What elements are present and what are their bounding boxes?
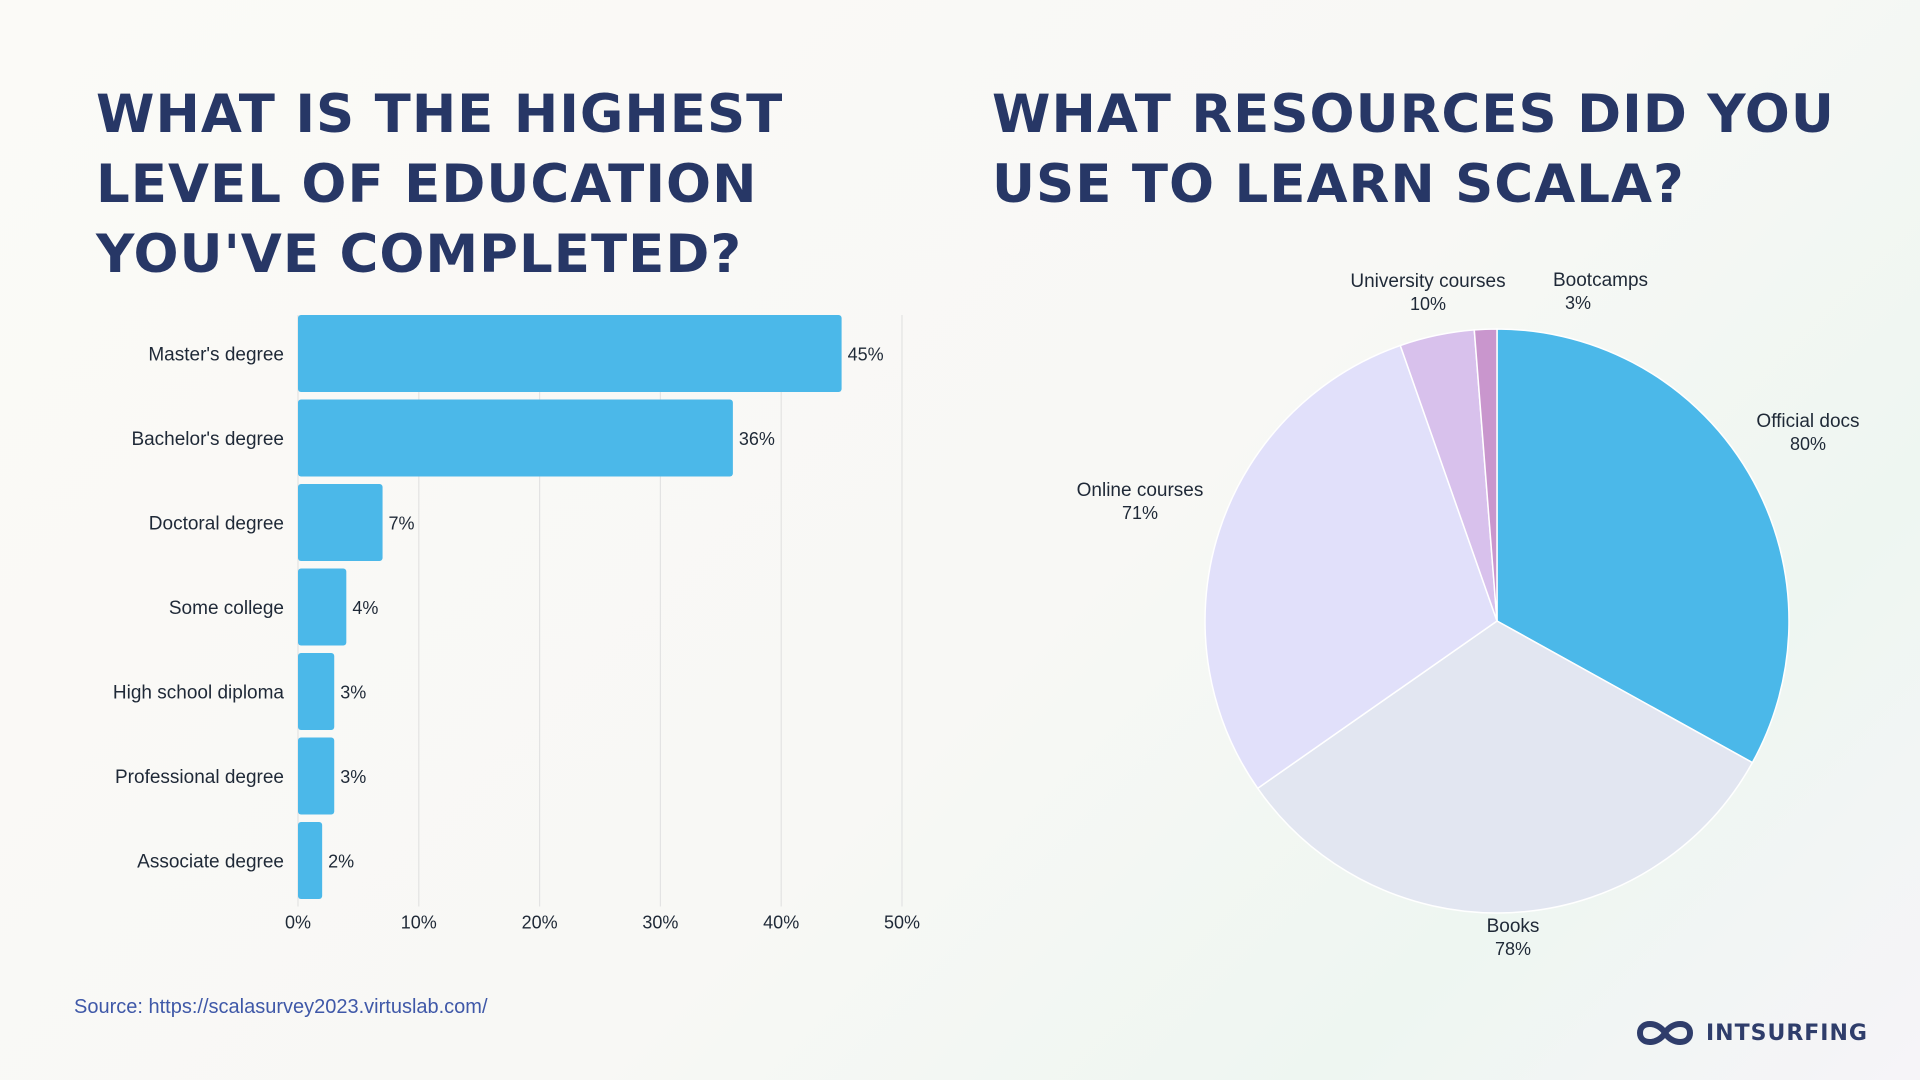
brand-name: INTSURFING (1706, 1020, 1868, 1046)
brand-logo: INTSURFING (1634, 1016, 1868, 1050)
slice-value-label: 71% (1122, 503, 1158, 523)
bar-value-label: 3% (340, 683, 366, 703)
slice-label: Official docs (1756, 411, 1859, 432)
x-tick-label: 0% (285, 913, 311, 933)
slice-label: Books (1487, 916, 1540, 937)
bar-value-label: 2% (328, 852, 354, 872)
category-label: Doctoral degree (149, 514, 284, 535)
bar (298, 399, 733, 477)
pie-slice (1256, 620, 1754, 914)
x-tick-label: 50% (884, 913, 920, 933)
slice-label: Bootcamps (1553, 270, 1648, 291)
x-tick-label: 10% (401, 913, 437, 933)
resources-chart-title: WHAT RESOURCES DID YOU USE TO LEARN SCAL… (992, 84, 1835, 215)
slice-label: University courses (1350, 271, 1505, 292)
slice-value-label: 3% (1565, 293, 1591, 313)
category-label: Professional degree (115, 767, 284, 788)
slice-value-label: 80% (1790, 434, 1826, 454)
bar (298, 653, 335, 730)
bar (298, 737, 335, 815)
slice-label: Online courses (1077, 480, 1204, 501)
bar-value-label: 3% (340, 767, 366, 787)
bar-value-label: 45% (848, 345, 884, 365)
bar (298, 568, 347, 646)
bar-value-label: 4% (352, 598, 378, 618)
x-tick-label: 30% (642, 913, 678, 933)
infinity-loop-icon (1637, 1021, 1693, 1045)
bar (298, 822, 323, 899)
pie-slice (1204, 344, 1498, 790)
slice-value-label: 10% (1410, 294, 1446, 314)
category-label: Bachelor's degree (131, 429, 284, 450)
education-bar-chart: 0% 10% 20% 30% 40% 50% Master's degree 45% Bache… (113, 315, 920, 933)
source-note: Source: https://scalasurvey2023.virtusla… (74, 996, 488, 1018)
slice-value-label: 78% (1495, 939, 1531, 959)
bar (298, 484, 383, 561)
bar-value-label: 36% (739, 429, 775, 449)
category-label: High school diploma (113, 683, 285, 704)
pie-slice (1496, 328, 1790, 764)
x-tick-label: 20% (522, 913, 558, 933)
bar-value-label: 7% (389, 514, 415, 534)
category-label: Master's degree (148, 345, 284, 366)
education-chart-title: WHAT IS THE HIGHEST LEVEL OF EDUCATION Y… (96, 84, 784, 285)
x-tick-label: 40% (763, 913, 799, 933)
category-label: Associate degree (137, 852, 284, 873)
pie-slice (1473, 328, 1498, 622)
bar (298, 315, 842, 392)
category-label: Some college (169, 598, 284, 619)
